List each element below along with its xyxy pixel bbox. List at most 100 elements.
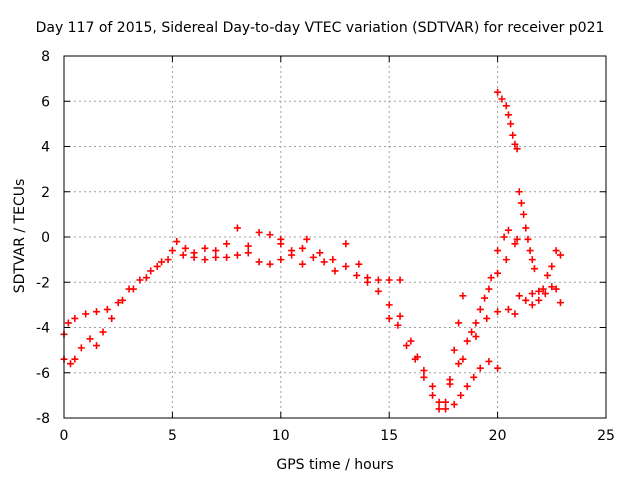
- data-point: [504, 111, 512, 119]
- x-tick-label: 10: [272, 428, 290, 444]
- data-point: [476, 364, 484, 372]
- data-point: [233, 251, 241, 259]
- series-arc-10: [515, 188, 538, 273]
- data-point: [201, 256, 209, 264]
- data-point: [535, 287, 543, 295]
- y-tick-label: 0: [41, 230, 50, 246]
- data-point: [498, 95, 506, 103]
- data-point: [173, 238, 181, 246]
- data-point: [450, 346, 458, 354]
- data-point: [487, 274, 495, 282]
- data-point: [548, 283, 556, 291]
- data-point: [481, 294, 489, 302]
- data-point: [266, 231, 274, 239]
- data-point: [201, 244, 209, 252]
- data-point: [556, 251, 564, 259]
- data-point: [552, 247, 560, 255]
- data-point: [153, 262, 161, 270]
- data-point: [457, 391, 465, 399]
- data-point: [502, 256, 510, 264]
- data-point: [99, 328, 107, 336]
- data-point: [86, 335, 94, 343]
- series-arc-9: [494, 88, 521, 153]
- data-point: [548, 262, 556, 270]
- data-point: [463, 382, 471, 390]
- data-point: [435, 405, 443, 413]
- series-arc-4: [303, 235, 502, 413]
- data-point: [374, 276, 382, 284]
- series-arc-12: [528, 247, 564, 309]
- x-tick-label: 5: [168, 428, 177, 444]
- data-point: [103, 305, 111, 313]
- data-point: [309, 253, 317, 261]
- data-point: [494, 308, 502, 316]
- x-tick-label: 20: [489, 428, 507, 444]
- data-point: [64, 319, 72, 327]
- data-point: [500, 233, 508, 241]
- data-point: [77, 344, 85, 352]
- data-point: [446, 380, 454, 388]
- data-point: [212, 253, 220, 261]
- data-point: [435, 398, 443, 406]
- data-point: [494, 364, 502, 372]
- y-tick-label: -4: [36, 321, 50, 337]
- y-axis-label: SDTVAR / TECUs: [12, 178, 28, 294]
- data-point: [147, 267, 155, 275]
- data-point: [472, 333, 480, 341]
- y-tick-label: -8: [36, 411, 50, 427]
- data-point: [266, 260, 274, 268]
- series-arc-2: [60, 224, 306, 368]
- data-point: [528, 256, 536, 264]
- data-point: [136, 276, 144, 284]
- x-tick-label: 15: [380, 428, 398, 444]
- data-point: [530, 265, 538, 273]
- data-point: [385, 301, 393, 309]
- data-point: [164, 256, 172, 264]
- data-point: [396, 312, 404, 320]
- x-tick-label: 25: [597, 428, 615, 444]
- data-point: [513, 145, 521, 153]
- data-point: [407, 337, 415, 345]
- data-point: [190, 249, 198, 257]
- data-point: [552, 285, 560, 293]
- data-point: [355, 260, 363, 268]
- data-point: [329, 256, 337, 264]
- data-point: [411, 355, 419, 363]
- data-point: [515, 292, 523, 300]
- data-point: [494, 269, 502, 277]
- data-point: [223, 253, 231, 261]
- data-point: [298, 244, 306, 252]
- data-point: [535, 296, 543, 304]
- data-point: [420, 366, 428, 374]
- data-point: [455, 360, 463, 368]
- data-point: [472, 319, 480, 327]
- data-point: [528, 301, 536, 309]
- data-point: [517, 199, 525, 207]
- data-point: [468, 328, 476, 336]
- y-tick-label: 6: [41, 94, 50, 110]
- y-tick-label: 4: [41, 140, 50, 156]
- data-point: [181, 244, 189, 252]
- data-point: [93, 308, 101, 316]
- data-point: [255, 258, 263, 266]
- data-point: [277, 240, 285, 248]
- data-point: [470, 373, 478, 381]
- series-arc-5: [385, 292, 467, 413]
- data-point: [543, 271, 551, 279]
- data-point: [528, 290, 536, 298]
- data-point: [244, 242, 252, 250]
- data-point: [67, 360, 75, 368]
- data-point: [158, 258, 166, 266]
- data-point: [526, 247, 534, 255]
- y-tick-label: 2: [41, 185, 50, 201]
- data-point: [429, 391, 437, 399]
- x-axis-label: GPS time / hours: [276, 457, 394, 473]
- data-point: [459, 355, 467, 363]
- data-point: [420, 373, 428, 381]
- data-point: [179, 251, 187, 259]
- data-point: [511, 140, 519, 148]
- data-point: [539, 285, 547, 293]
- data-point: [385, 314, 393, 322]
- data-point: [476, 305, 484, 313]
